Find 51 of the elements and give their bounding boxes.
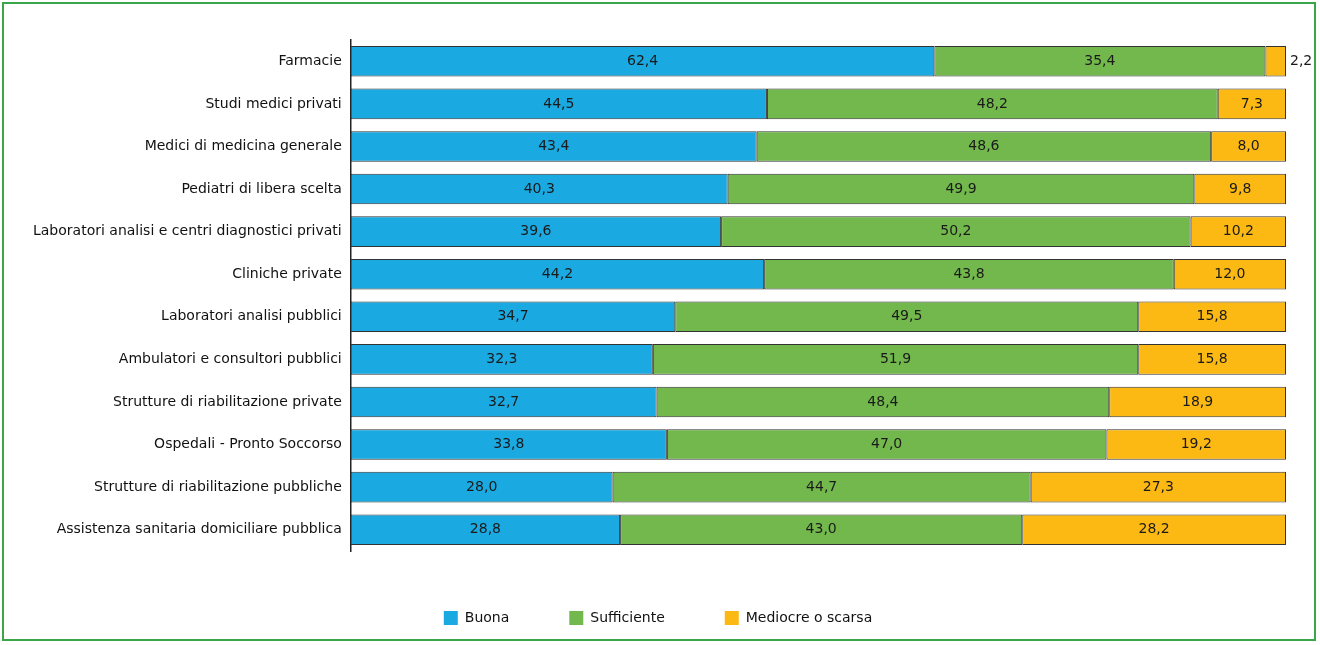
data-label: 32,3 [486,350,518,367]
data-label: 50,2 [940,222,972,239]
data-label: 32,7 [488,392,520,409]
data-label: 33,8 [493,435,525,452]
y-tick-label: Laboratori analisi e centri diagnostici privati [32,222,342,239]
data-label: 51,9 [879,350,912,367]
y-tick-label: Assistenza sanitaria domiciliare pubblica [56,520,342,537]
data-label: 7,3 [1240,94,1263,111]
data-label: 28,2 [1138,520,1170,537]
data-label: 12,0 [1214,264,1246,281]
data-label: 27,3 [1142,477,1174,494]
data-label: 44,2 [541,264,574,281]
data-label: 15,8 [1196,350,1228,367]
data-label: 40,3 [523,179,555,196]
data-label: 44,7 [806,477,838,494]
data-label: 48,2 [976,94,1008,111]
data-label: 2,2 [1290,51,1313,68]
data-label: 28,0 [466,477,498,494]
data-label: 10,2 [1222,222,1254,239]
y-tick-label: Laboratori analisi pubblici [161,307,342,324]
data-label: 47,0 [871,435,903,452]
y-tick-label: Pediatri di libera scelta [181,179,342,196]
data-label: 9,8 [1229,179,1252,196]
y-tick-label: Strutture di riabilitazione pubbliche [94,477,342,494]
legend-label: Mediocre o scarsa [745,608,873,625]
data-label: 18,9 [1182,392,1214,409]
y-tick-label: Cliniche private [232,264,342,281]
y-tick-label: Strutture di riabilitazione private [113,392,342,409]
data-label: 43,8 [953,264,985,281]
data-label: 43,4 [538,137,570,154]
data-label: 15,8 [1196,307,1228,324]
data-label: 62,4 [626,51,659,68]
data-label: 39,6 [520,222,552,239]
data-label: 35,4 [1084,51,1116,68]
data-label: 19,2 [1180,435,1212,452]
data-label: 48,4 [867,392,899,409]
y-tick-label: Medici di medicina generale [144,137,342,154]
data-label: 49,5 [891,307,923,324]
y-tick-label: Farmacie [278,51,342,68]
y-tick-label: Studi medici privati [205,94,342,111]
legend-label: Buona [464,608,510,625]
y-tick-label: Ospedali - Pronto Soccorso [154,435,342,452]
data-label: 49,9 [945,179,977,196]
legend-label: Sufficiente [590,608,665,625]
data-label: 8,0 [1237,137,1260,154]
data-label: 28,8 [469,520,502,537]
data-label: 34,7 [497,307,529,324]
y-tick-label: Ambulatori e consultori pubblici [118,350,342,367]
data-label: 44,5 [543,94,575,111]
data-label: 48,6 [968,137,1000,154]
data-label: 43,0 [805,520,837,537]
